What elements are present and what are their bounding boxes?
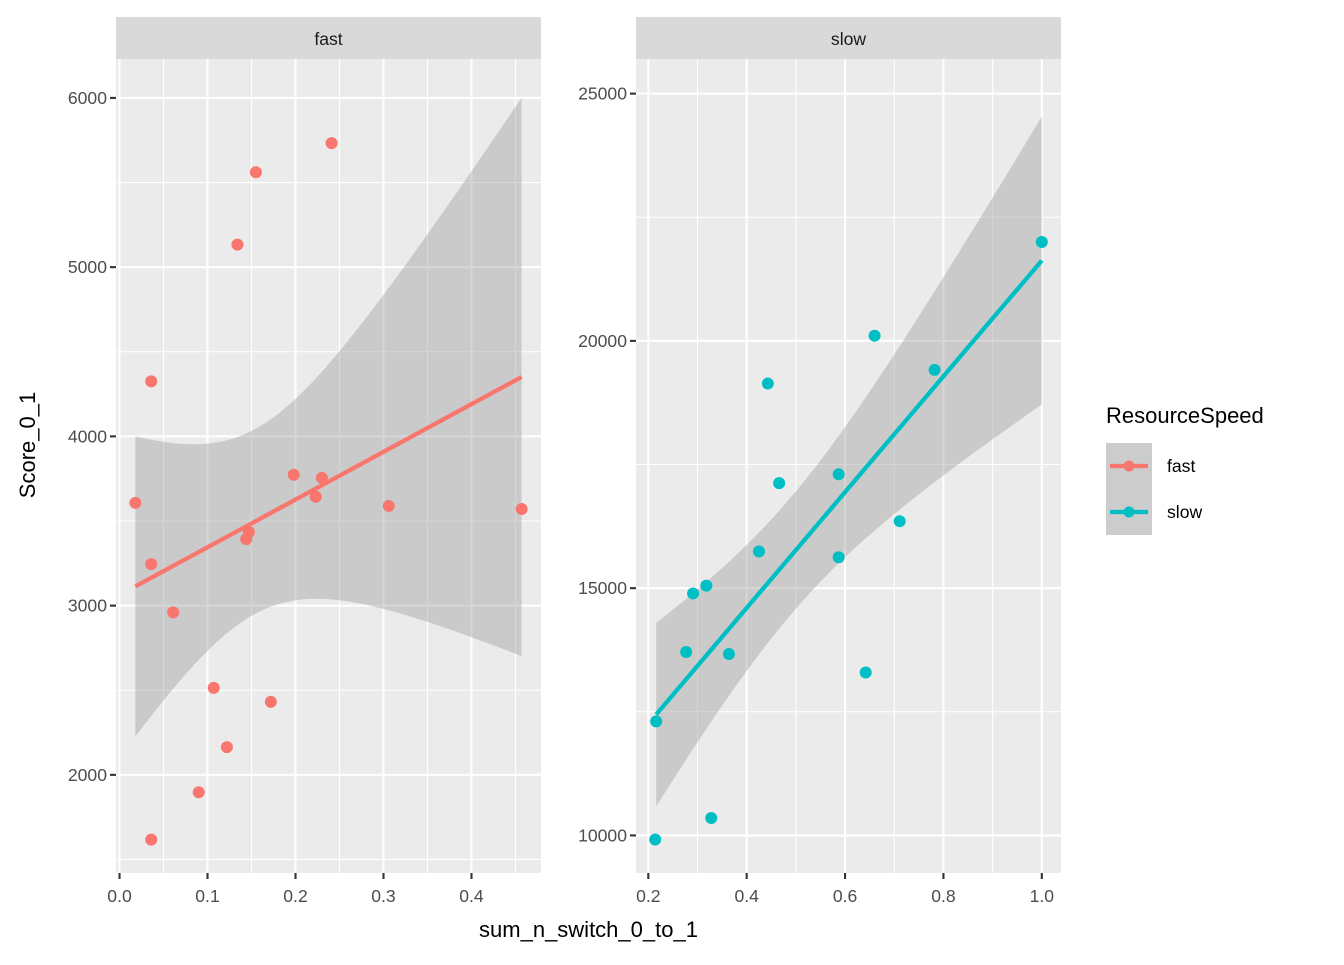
- data-point-slow: [1035, 235, 1048, 248]
- fit-line-fast: [134, 375, 523, 589]
- gridlines-slow: [636, 59, 1061, 873]
- data-point-fast: [231, 238, 244, 251]
- data-point-slow: [705, 811, 718, 824]
- data-point-fast: [515, 502, 528, 515]
- x-tick-label: 0.4: [734, 886, 759, 906]
- panel-background-slow: [636, 59, 1061, 873]
- legend-label-fast: fast: [1167, 456, 1195, 476]
- data-point-fast: [325, 137, 338, 150]
- data-point-slow: [868, 329, 881, 342]
- data-point-slow: [700, 579, 713, 592]
- x-tick-label: 0.8: [931, 886, 956, 906]
- y-tick-label: 3000: [68, 596, 107, 616]
- x-axis-slow: 0.2 0.4 0.6 0.8 1.0: [636, 873, 1054, 906]
- ci-band-slow: [656, 116, 1042, 807]
- fit-line-slow: [654, 259, 1044, 716]
- x-tick-label: 1.0: [1030, 886, 1055, 906]
- y-tick-label: 6000: [68, 88, 107, 108]
- data-point-fast: [287, 468, 300, 481]
- legend-key-point-fast: [1123, 460, 1135, 472]
- x-axis-fast: 0.0 0.1 0.2 0.3 0.4: [107, 873, 484, 906]
- legend-keys: fast slow: [1106, 443, 1202, 535]
- x-tick-label: 0.3: [371, 886, 396, 906]
- facet-panel-slow: slow 0.2 0.4 0.6 0.8 1.0 10000 15000 20000 2500…: [578, 17, 1061, 906]
- y-tick-label: 25000: [578, 84, 627, 104]
- data-point-slow: [649, 833, 662, 846]
- data-point-slow: [832, 551, 845, 564]
- data-point-fast: [167, 606, 180, 619]
- legend-label-slow: slow: [1167, 502, 1202, 522]
- legend-title: ResourceSpeed: [1106, 403, 1264, 428]
- data-point-slow: [650, 715, 663, 728]
- points-fast: [129, 137, 528, 846]
- x-tick-label: 0.6: [833, 886, 858, 906]
- strip-label-slow: slow: [831, 29, 866, 49]
- data-point-slow: [773, 477, 786, 490]
- data-point-fast: [207, 681, 220, 694]
- facet-panel-fast: fast 0.0 0.1 0.2 0.3 0.4 2000 3000 4000 5000 600…: [68, 17, 541, 906]
- strip-fast: [116, 17, 541, 59]
- y-tick-label: 2000: [68, 765, 107, 785]
- gridlines-fast: [116, 59, 541, 873]
- data-point-fast: [145, 375, 158, 388]
- data-point-fast: [192, 786, 205, 799]
- data-point-slow: [832, 468, 845, 481]
- y-tick-label: 10000: [578, 825, 627, 845]
- x-tick-label: 0.2: [283, 886, 307, 906]
- data-point-slow: [752, 545, 765, 558]
- data-point-slow: [680, 645, 693, 658]
- data-point-fast: [145, 833, 158, 846]
- fit-line-fast-group: [134, 375, 523, 589]
- x-tick-label: 0.2: [636, 886, 660, 906]
- data-point-fast: [264, 695, 277, 708]
- strip-label-fast: fast: [314, 29, 342, 49]
- x-tick-label: 0.4: [459, 886, 484, 906]
- data-point-slow: [893, 515, 906, 528]
- ci-band-slow-group: [656, 116, 1042, 807]
- legend: ResourceSpeed fast slow: [1106, 403, 1264, 535]
- x-tick-label: 0.1: [195, 886, 219, 906]
- y-tick-label: 4000: [68, 426, 107, 446]
- strip-slow: [636, 17, 1061, 59]
- data-point-fast: [315, 471, 328, 484]
- points-slow: [649, 235, 1048, 846]
- data-point-slow: [722, 647, 735, 660]
- y-axis-fast: 2000 3000 4000 5000 6000: [68, 88, 116, 785]
- data-point-fast: [249, 166, 262, 179]
- x-tick-label: 0.0: [107, 886, 132, 906]
- data-point-fast: [382, 499, 395, 512]
- y-axis-title: Score_0_1: [15, 392, 40, 498]
- data-point-fast: [242, 526, 255, 538]
- y-tick-label: 5000: [68, 257, 107, 277]
- data-point-slow: [687, 587, 700, 600]
- data-point-slow: [761, 377, 774, 390]
- y-tick-label: 20000: [578, 331, 627, 351]
- data-point-fast: [220, 741, 233, 754]
- data-point-slow: [928, 363, 941, 376]
- fit-line-slow-group: [654, 259, 1044, 716]
- y-axis-slow: 10000 15000 20000 25000: [578, 84, 636, 845]
- x-axis-title: sum_n_switch_0_to_1: [479, 917, 698, 942]
- ci-band-fast-group: [135, 97, 522, 737]
- legend-key-point-slow: [1123, 506, 1135, 518]
- data-point-fast: [129, 496, 142, 509]
- ci-band-fast: [135, 97, 522, 737]
- panel-background-fast: [116, 59, 541, 873]
- data-point-slow: [859, 666, 872, 679]
- y-tick-label: 15000: [578, 578, 627, 598]
- data-point-fast: [309, 490, 322, 503]
- data-point-fast: [145, 558, 158, 571]
